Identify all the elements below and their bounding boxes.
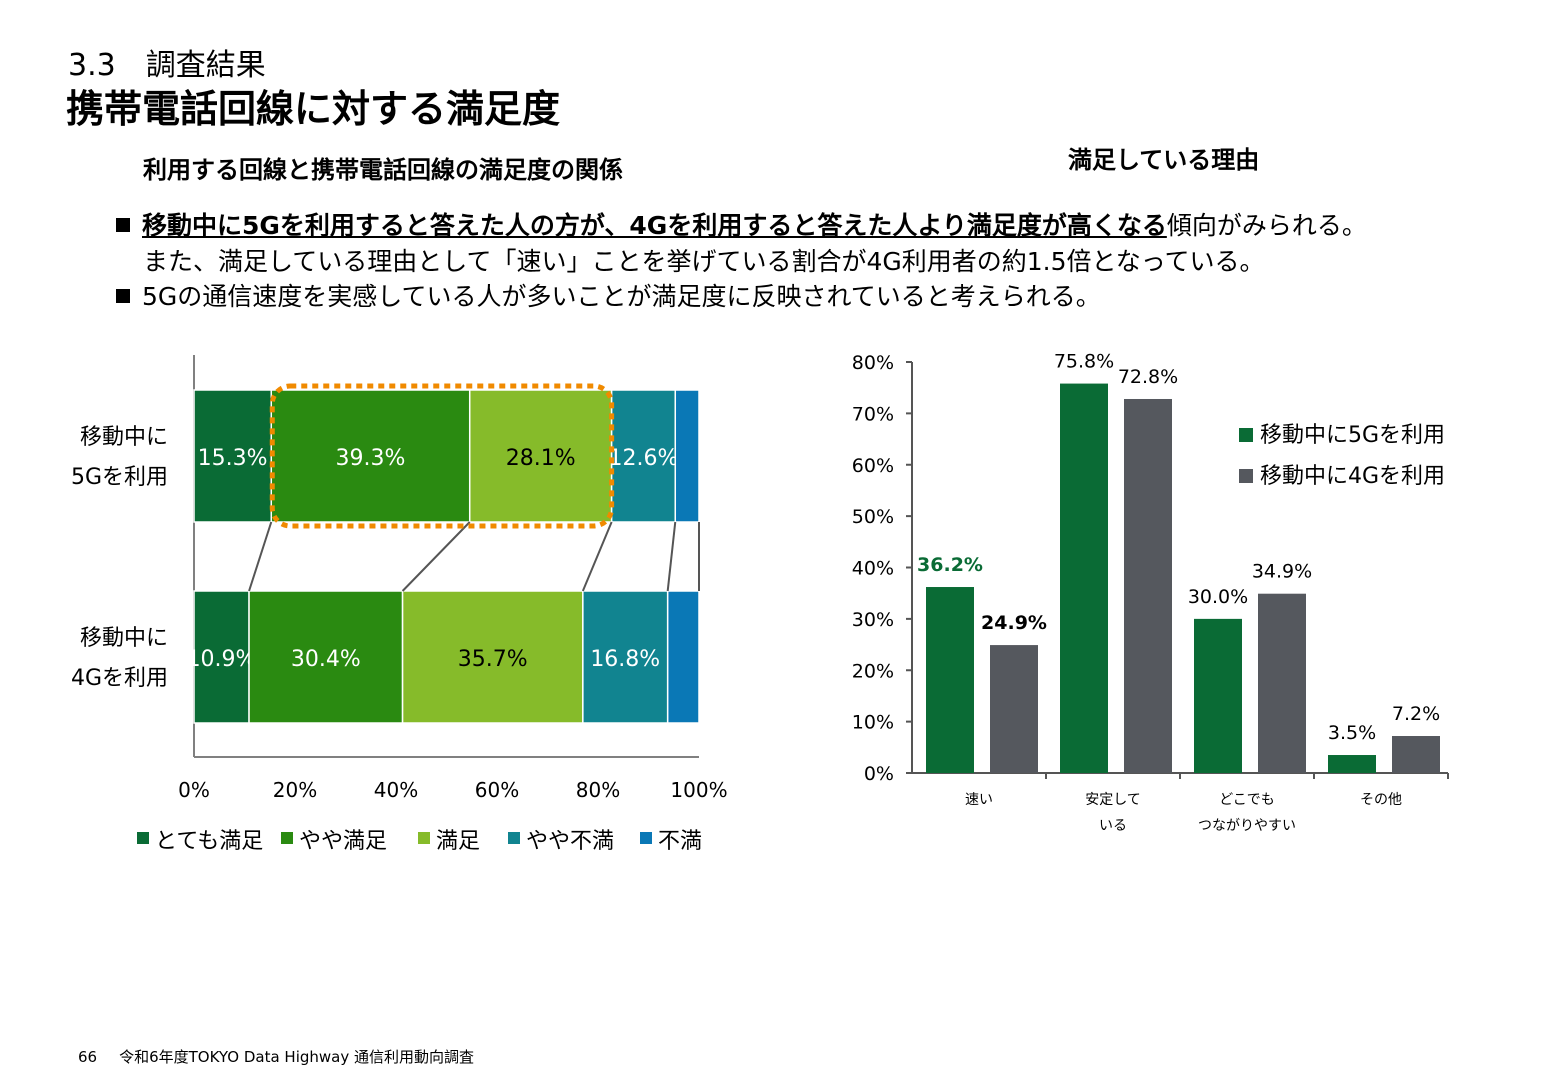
y-tick-label: 0% bbox=[864, 763, 894, 785]
connector-line bbox=[248, 521, 273, 592]
bar-segment bbox=[582, 590, 669, 724]
legend-label: やや不満 bbox=[526, 829, 614, 854]
category-label: 移動中に bbox=[80, 626, 168, 651]
bar-segment bbox=[468, 389, 613, 523]
bar-data-label: 15.3% bbox=[198, 446, 268, 471]
bullet-1-highlight: 移動中に5Gを利用すると答えた人の方が、4Gを利用すると答えた人より満足度が高く… bbox=[142, 211, 1167, 240]
bullet-1-rest: 傾向がみられる。 bbox=[1166, 211, 1367, 240]
category-label: 安定して bbox=[1085, 792, 1141, 808]
category-label: つながりやすい bbox=[1198, 818, 1296, 834]
highlight-box bbox=[269, 383, 615, 529]
bullet-square-icon bbox=[116, 289, 130, 303]
y-tick-label: 60% bbox=[852, 455, 894, 477]
category-label: 移動中に bbox=[80, 425, 168, 450]
footer-text: 令和6年度TOKYO Data Highway 通信利用動向調査 bbox=[119, 1048, 474, 1066]
x-tick-label: 40% bbox=[374, 778, 418, 802]
category-label: 速い bbox=[965, 792, 993, 808]
legend-label: やや満足 bbox=[299, 829, 387, 854]
satisfaction-reasons-chart: 0% 10% 20% 30% 40% 50% 60% 70% 80% 36.2% 24.9% 速い 75… bbox=[852, 351, 1449, 834]
bar-data-label: 72.8% bbox=[1118, 366, 1178, 388]
bar bbox=[1060, 383, 1108, 773]
legend-label: 移動中に5Gを利用 bbox=[1260, 423, 1445, 448]
bar bbox=[926, 587, 974, 773]
bar-data-label: 36.2% bbox=[917, 554, 983, 576]
bar-data-label: 30.4% bbox=[291, 647, 361, 672]
section-label: 3.3 調査結果 bbox=[68, 48, 266, 83]
y-tick-label: 50% bbox=[852, 506, 894, 528]
bar-segment bbox=[248, 590, 404, 724]
bar-data-label: 35.7% bbox=[458, 647, 528, 672]
bar-segment bbox=[270, 389, 471, 523]
x-tick-label: 0% bbox=[178, 778, 210, 802]
bar-segment bbox=[401, 590, 584, 724]
legend-swatch bbox=[508, 832, 520, 844]
footer: 66 令和6年度TOKYO Data Highway 通信利用動向調査 bbox=[78, 1046, 474, 1067]
bar bbox=[1124, 398, 1172, 773]
bullet-1: 移動中に5Gを利用すると答えた人の方が、4Gを利用すると答えた人より満足度が高く… bbox=[116, 206, 1367, 242]
left-chart-subtitle: 利用する回線と携帯電話回線の満足度の関係 bbox=[143, 156, 623, 184]
bar bbox=[1194, 618, 1242, 773]
stacked-satisfaction-chart: 15.3% 39.3% 28.1% 12.6% 移動中に 5Gを利用 10.9% 30.4% 3… bbox=[71, 355, 728, 854]
right-chart-subtitle: 満足している理由 bbox=[1068, 146, 1260, 174]
bar-data-label: 10.9% bbox=[187, 647, 257, 672]
y-tick-label: 80% bbox=[852, 352, 894, 374]
y-tick-label: 20% bbox=[852, 660, 894, 682]
bullet-1-continuation: また、満足している理由として「速い」ことを挙げている割合が4G利用者の約1.5倍… bbox=[143, 247, 1265, 276]
bar-segment bbox=[674, 389, 700, 523]
connector-line bbox=[581, 521, 613, 592]
y-tick-label: 10% bbox=[852, 712, 894, 734]
legend-swatch bbox=[1239, 428, 1253, 442]
bar-data-label: 24.9% bbox=[981, 612, 1047, 634]
bar-segment bbox=[193, 590, 250, 724]
x-tick-label: 80% bbox=[576, 778, 620, 802]
bar-data-label: 28.1% bbox=[506, 446, 576, 471]
bullet-square-icon bbox=[116, 218, 130, 232]
category-label: 5Gを利用 bbox=[71, 465, 168, 490]
legend-swatch bbox=[137, 832, 149, 844]
x-tick-label: 60% bbox=[475, 778, 519, 802]
legend-label: 移動中に4Gを利用 bbox=[1260, 464, 1445, 489]
bar bbox=[990, 645, 1038, 773]
x-tick-label: 20% bbox=[273, 778, 317, 802]
category-label: いる bbox=[1099, 818, 1127, 834]
page-number: 66 bbox=[78, 1048, 98, 1066]
legend-swatch bbox=[281, 832, 293, 844]
bullet-2: 5Gの通信速度を実感している人が多いことが満足度に反映されていると考えられる。 bbox=[116, 277, 1101, 313]
category-label: 4Gを利用 bbox=[71, 666, 168, 691]
bar-data-label: 16.8% bbox=[590, 647, 660, 672]
bar-data-label: 3.5% bbox=[1328, 722, 1376, 744]
legend-swatch bbox=[1239, 469, 1253, 483]
legend-label: 満足 bbox=[436, 829, 480, 854]
category-label: その他 bbox=[1360, 792, 1402, 808]
page-title: 携帯電話回線に対する満足度 bbox=[66, 87, 561, 131]
bar-data-label: 75.8% bbox=[1054, 351, 1114, 373]
bar bbox=[1328, 755, 1376, 773]
bar-data-label: 7.2% bbox=[1392, 703, 1440, 725]
x-tick-label: 100% bbox=[670, 778, 727, 802]
connector-line bbox=[401, 521, 471, 592]
legend-swatch bbox=[640, 832, 652, 844]
connector-line bbox=[666, 521, 677, 592]
legend-label: 不満 bbox=[658, 829, 702, 854]
bar bbox=[1258, 593, 1306, 773]
bullet-2-text: 5Gの通信速度を実感している人が多いことが満足度に反映されていると考えられる。 bbox=[142, 282, 1101, 311]
bar-data-label: 30.0% bbox=[1188, 586, 1248, 608]
y-tick-label: 40% bbox=[852, 558, 894, 580]
bar bbox=[1392, 736, 1440, 773]
y-tick-label: 30% bbox=[852, 609, 894, 631]
bar-data-label: 34.9% bbox=[1252, 561, 1312, 583]
bar-segment bbox=[666, 590, 700, 724]
bar-segment bbox=[193, 389, 273, 523]
legend-label: とても満足 bbox=[155, 829, 263, 854]
bar-data-label: 12.6% bbox=[609, 446, 679, 471]
legend-swatch bbox=[418, 832, 430, 844]
category-label: どこでも bbox=[1219, 792, 1275, 808]
y-tick-label: 70% bbox=[852, 403, 894, 425]
bar-data-label: 39.3% bbox=[336, 446, 406, 471]
